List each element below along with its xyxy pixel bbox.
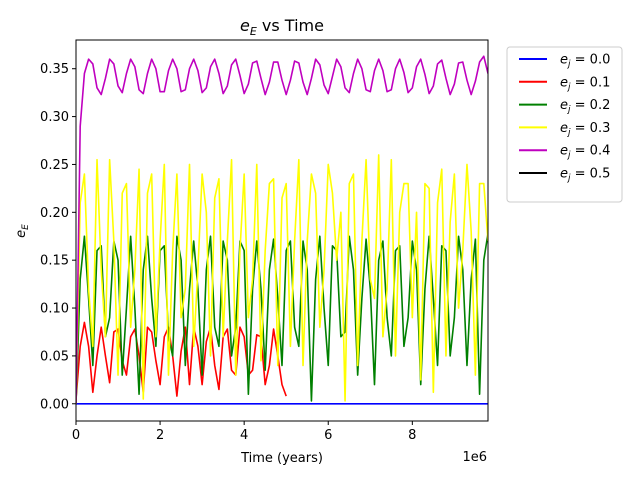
y-tick-label: 0.25 — [40, 158, 69, 173]
legend-entry-ej-0-2: ej = 0.2 — [560, 98, 610, 115]
x-offset-text: 1e6 — [462, 450, 487, 465]
legend-box — [506, 46, 623, 203]
y-tick-label: 0.30 — [40, 110, 69, 125]
legend-entry-ej-0-4: ej = 0.4 — [560, 144, 610, 161]
axes-frame — [75, 39, 489, 422]
y-axis-label-base: e — [14, 230, 29, 238]
y-axis-label-sub: E — [21, 224, 31, 230]
legend-entry-ej-0-5: ej = 0.5 — [560, 167, 610, 184]
legend-entry-ej-0-3: ej = 0.3 — [560, 121, 610, 138]
x-tick-label: 0 — [72, 428, 80, 443]
chart-title: eE vs Time — [240, 16, 324, 38]
series-line-ej-0-4 — [76, 55, 488, 404]
y-tick-label: 0.20 — [40, 206, 69, 221]
legend: ej = 0.0 ej = 0.1 ej = 0.2 ej = 0.3 ej = 0.4… — [506, 46, 623, 203]
x-tick-label: 6 — [324, 428, 332, 443]
y-axis: 0.00 0.05 0.10 0.15 0.20 0.25 0.30 0.35 — [40, 62, 76, 412]
y-axis-label: eE — [14, 224, 31, 238]
x-tick-label: 2 — [156, 428, 164, 443]
x-axis: 0 2 4 6 8 — [72, 421, 416, 443]
x-axis-label: Time (years) — [240, 451, 323, 466]
y-tick-label: 0.10 — [40, 302, 69, 317]
series-layer — [76, 55, 488, 405]
series-line-ej-0-1 — [76, 321, 287, 400]
chart-title-sub: E — [250, 25, 257, 38]
series-line-ej-0-3 — [76, 154, 488, 404]
chart-title-base: e — [240, 16, 250, 35]
legend-entry-ej-0-0: ej = 0.0 — [560, 53, 610, 70]
y-tick-label: 0.35 — [40, 62, 69, 77]
y-tick-label: 0.00 — [40, 397, 69, 412]
x-tick-label: 4 — [240, 428, 248, 443]
y-tick-label: 0.05 — [40, 349, 69, 364]
chart-title-rest: vs Time — [257, 16, 324, 35]
plot-area — [76, 55, 488, 405]
legend-entry-ej-0-1: ej = 0.1 — [560, 75, 610, 92]
x-tick-label: 8 — [408, 428, 416, 443]
y-tick-label: 0.15 — [40, 254, 69, 269]
